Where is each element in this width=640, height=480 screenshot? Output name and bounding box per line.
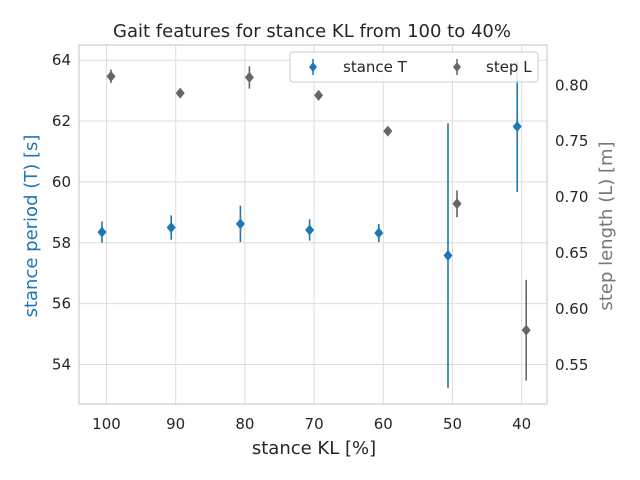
- y-left-tick-label: 56: [52, 295, 71, 313]
- step-l-point: [244, 71, 254, 83]
- y-axis-left-label: stance period (T) [s]: [21, 135, 42, 318]
- legend-marker-step-l: [453, 62, 461, 72]
- grid: [79, 45, 547, 404]
- x-axis-label: stance KL [%]: [252, 438, 376, 459]
- stance-t-point: [166, 222, 176, 234]
- y-right-tick-label: 0.55: [555, 356, 588, 374]
- x-tick-label: 40: [512, 415, 531, 433]
- y-left-tick-label: 54: [52, 355, 71, 373]
- x-tick-label: 50: [443, 415, 462, 433]
- step-l-point: [314, 89, 324, 101]
- x-tick-label: 60: [374, 415, 393, 433]
- y-axis-right-label: step length (L) [m]: [596, 141, 617, 310]
- y-left-tick-label: 62: [52, 112, 71, 130]
- x-tick-label: 100: [92, 415, 121, 433]
- x-tick-label: 70: [305, 415, 324, 433]
- plot-frame: [78, 44, 548, 405]
- step-l-point: [383, 125, 393, 137]
- y-right-tick-label: 0.60: [555, 300, 588, 318]
- stance-t-point: [374, 227, 384, 239]
- y-left-tick-label: 58: [52, 234, 71, 252]
- step-l-point: [106, 70, 116, 82]
- ticks: 100 90 80 70 60 50 40 54 56 58 60 62 64 0.55 0.60 0.65 0…: [52, 51, 589, 433]
- y-right-tick-label: 0.70: [555, 188, 588, 206]
- y-right-tick-label: 0.75: [555, 132, 588, 150]
- stance-t-point: [97, 226, 107, 238]
- y-right-tick-label: 0.80: [555, 76, 588, 94]
- step-l-point: [521, 324, 531, 336]
- legend-marker-stance-t: [309, 62, 317, 72]
- chart-title: Gait features for stance KL from 100 to …: [113, 21, 511, 42]
- series-layer: [97, 61, 531, 388]
- y-left-tick-label: 60: [52, 173, 71, 191]
- stance-t-point: [443, 250, 453, 262]
- stance-t-point: [305, 224, 315, 236]
- legend-label-step-l: step L: [486, 58, 532, 76]
- y-left-tick-label: 64: [52, 51, 71, 69]
- legend-label-stance-t: stance T: [343, 58, 408, 76]
- stance-t-point: [235, 218, 245, 230]
- x-tick-label: 80: [235, 415, 254, 433]
- legend: stance T step L: [289, 51, 539, 83]
- legend-frame: [289, 51, 539, 83]
- stance-t-point: [512, 121, 522, 133]
- x-tick-label: 90: [166, 415, 185, 433]
- step-l-point: [452, 198, 462, 210]
- step-l-point: [175, 87, 185, 99]
- y-right-tick-label: 0.65: [555, 244, 588, 262]
